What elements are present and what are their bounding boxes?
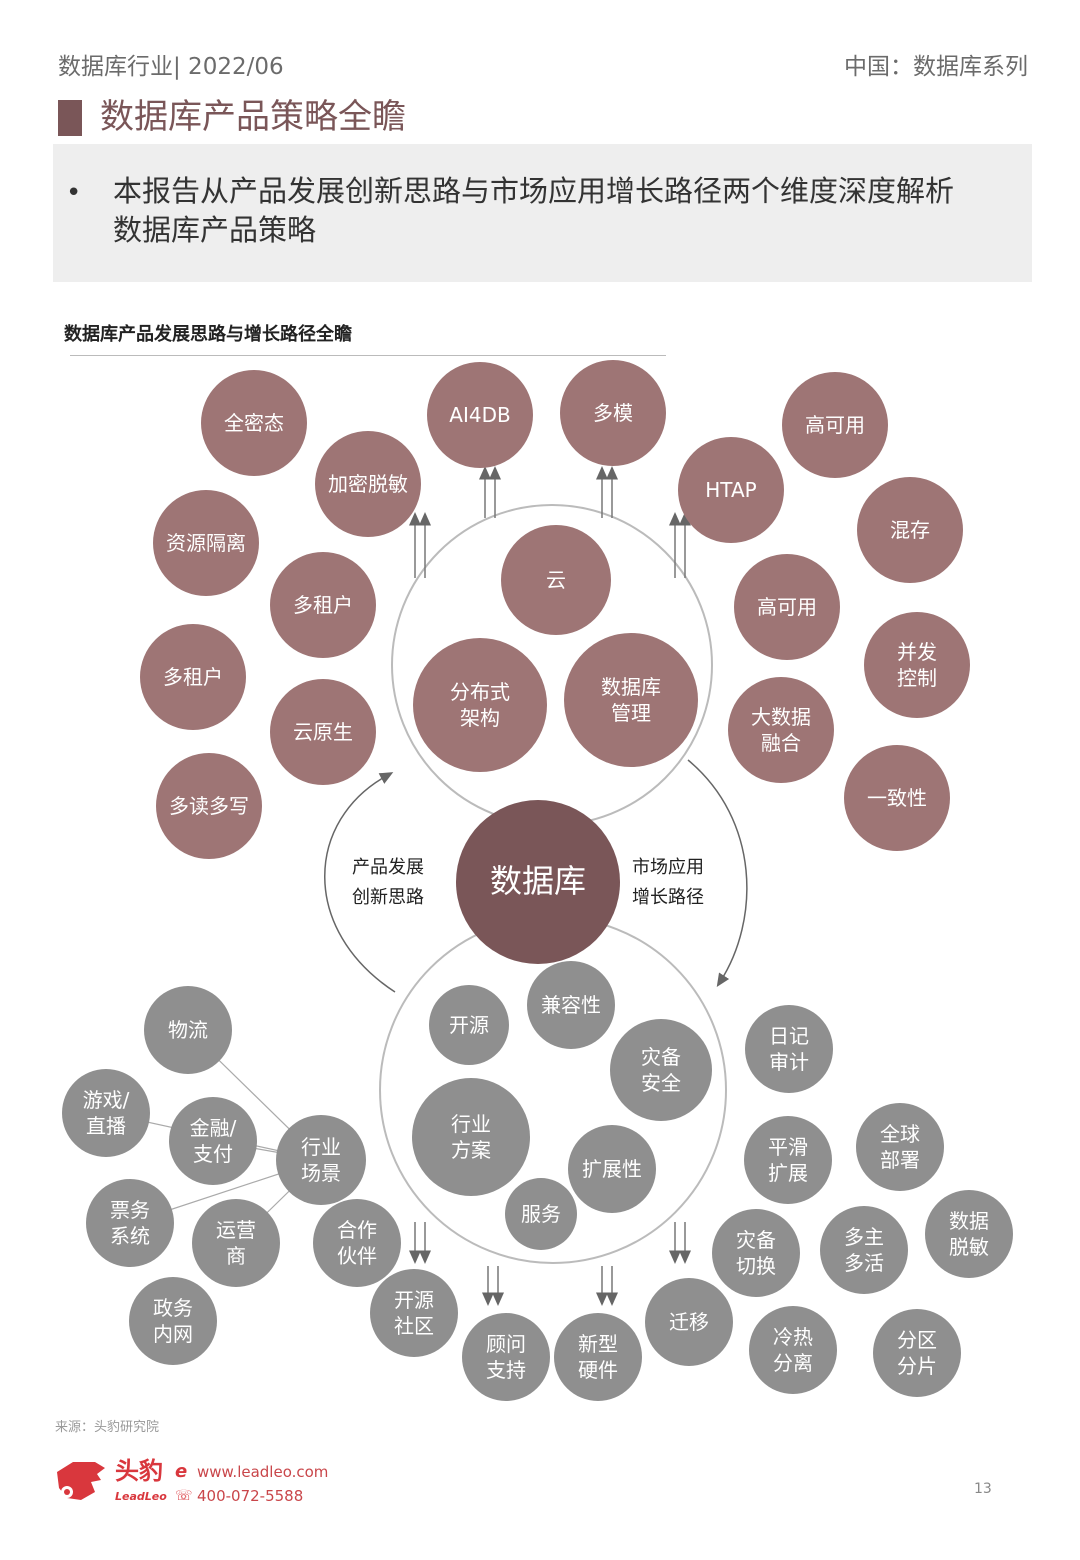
product-bubble: 分布式 架构: [413, 638, 547, 772]
market-bubble: 物流: [144, 986, 232, 1074]
diagram-title: 数据库产品发展思路与增长路径全瞻: [64, 324, 352, 345]
market-bubble: 服务: [505, 1178, 577, 1250]
product-bubble: 加密脱敏: [315, 431, 421, 537]
market-bubble: 日记 审计: [745, 1005, 833, 1093]
market-bubble: 平滑 扩展: [744, 1116, 832, 1204]
page-title: 数据库产品策略全瞻: [100, 97, 406, 137]
product-bubble: 数据库 管理: [564, 633, 698, 767]
market-bubble: 数据 脱敏: [925, 1190, 1013, 1278]
market-bubble: 新型 硬件: [554, 1313, 642, 1401]
summary-box: [53, 144, 1032, 282]
market-bubble: 灾备 安全: [610, 1019, 712, 1121]
market-bubble: 迁移: [645, 1278, 733, 1366]
market-bubble: 合作 伙伴: [313, 1199, 401, 1287]
product-bubble: 多租户: [270, 552, 376, 658]
summary-text: 本报告从产品发展创新思路与市场应用增长路径两个维度深度解析数据库产品策略: [113, 174, 955, 247]
divider: [70, 355, 666, 356]
market-bubble: 运营 商: [192, 1199, 280, 1287]
market-bubble: 行业 场景: [276, 1115, 366, 1205]
market-bubble: 开源: [429, 985, 509, 1065]
product-bubble: 全密态: [201, 370, 307, 476]
market-bubble: 开源 社区: [370, 1269, 458, 1357]
market-bubble: 顾问 支持: [462, 1313, 550, 1401]
market-bubble: 金融/ 支付: [169, 1097, 257, 1185]
page-number: 13: [974, 1481, 992, 1497]
product-bubble: 多读多写: [156, 753, 262, 859]
product-bubble: 多租户: [140, 624, 246, 730]
phone-number: 400-072-5588: [197, 1487, 304, 1505]
product-bubble: 高可用: [734, 554, 840, 660]
market-bubble: 游戏/ 直播: [62, 1069, 150, 1157]
market-bubble: 政务 内网: [129, 1277, 217, 1365]
product-bubble: 大数据 融合: [728, 677, 834, 783]
product-arrow: [324, 772, 396, 993]
logo-text-cn: 头豹: [115, 1457, 163, 1485]
left-path-label: 产品发展 创新思路: [352, 857, 424, 908]
market-bubble: 扩展性: [568, 1125, 656, 1213]
market-bubble: 全球 部署: [856, 1103, 944, 1191]
market-bubble: 分区 分片: [873, 1309, 961, 1397]
title-accent-bar: [58, 100, 82, 136]
right-path-label: 市场应用 增长路径: [632, 857, 704, 908]
market-bubble: 冷热 分离: [749, 1306, 837, 1394]
logo-text-en: LeadLeo: [115, 1490, 167, 1503]
product-bubble: 资源隔离: [153, 490, 259, 596]
product-bubble: 云原生: [270, 679, 376, 785]
product-bubble: 多模: [560, 360, 666, 466]
product-bubble: 一致性: [844, 745, 950, 851]
product-bubble: 混存: [857, 477, 963, 583]
product-bubble: 高可用: [782, 372, 888, 478]
product-bubble: AI4DB: [427, 362, 533, 468]
market-bubble: 灾备 切换: [712, 1209, 800, 1297]
product-bubble: HTAP: [678, 437, 784, 543]
source-note: 来源：头豹研究院: [55, 1420, 160, 1435]
market-bubble: 兼容性: [527, 961, 615, 1049]
bullet: •: [66, 178, 82, 208]
web-icon: e: [175, 1461, 188, 1482]
center-bubble: 数据库: [456, 800, 620, 964]
market-bubble: 多主 多活: [820, 1206, 908, 1294]
website-link[interactable]: www.leadleo.com: [197, 1463, 329, 1481]
phone-icon: ☏: [175, 1488, 193, 1504]
leadleo-logo-icon: [57, 1462, 105, 1500]
market-arrow: [687, 759, 748, 988]
report-series: 中国：数据库系列: [844, 54, 1028, 80]
report-category: 数据库行业| 2022/06: [58, 54, 284, 80]
market-bubble: 行业 方案: [412, 1078, 530, 1196]
product-bubble: 并发 控制: [864, 612, 970, 718]
market-bubble: 票务 系统: [86, 1179, 174, 1267]
product-bubble: 云: [501, 525, 611, 635]
